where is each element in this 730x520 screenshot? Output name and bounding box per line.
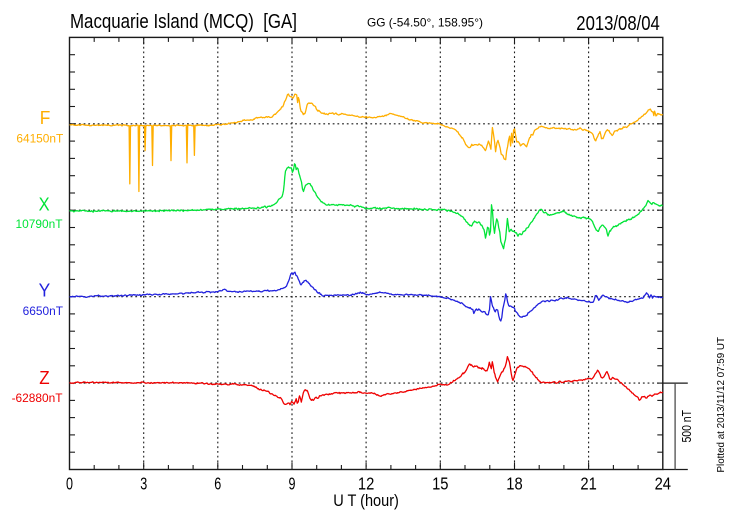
svg-text:Macquarie Island (MCQ) [GA]: Macquarie Island (MCQ) [GA] bbox=[70, 10, 297, 33]
svg-text:2013/08/04: 2013/08/04 bbox=[576, 12, 660, 35]
svg-text:9: 9 bbox=[289, 474, 296, 494]
svg-text:6650nT: 6650nT bbox=[23, 304, 63, 318]
svg-text:12: 12 bbox=[358, 474, 374, 494]
svg-text:18: 18 bbox=[506, 474, 522, 494]
svg-text:Z: Z bbox=[39, 367, 49, 388]
svg-text:3: 3 bbox=[140, 474, 147, 494]
svg-text:15: 15 bbox=[432, 474, 448, 494]
svg-text:24: 24 bbox=[655, 474, 672, 494]
svg-text:-62880nT: -62880nT bbox=[12, 391, 63, 405]
svg-text:500 nT: 500 nT bbox=[679, 410, 694, 443]
svg-text:6: 6 bbox=[214, 474, 221, 494]
svg-text:21: 21 bbox=[580, 474, 596, 494]
svg-text:U T (hour): U T (hour) bbox=[333, 491, 399, 510]
svg-text:Y: Y bbox=[39, 280, 51, 301]
svg-text:F: F bbox=[40, 107, 51, 128]
svg-text:0: 0 bbox=[66, 474, 73, 494]
svg-text:X: X bbox=[39, 194, 50, 215]
svg-text:GG (-54.50°, 158.95°): GG (-54.50°, 158.95°) bbox=[367, 16, 483, 30]
svg-text:10790nT: 10790nT bbox=[16, 217, 63, 231]
svg-text:64150nT: 64150nT bbox=[16, 132, 63, 146]
svg-text:Plotted at 2013/11/12 07:59 UT: Plotted at 2013/11/12 07:59 UT bbox=[716, 337, 727, 473]
